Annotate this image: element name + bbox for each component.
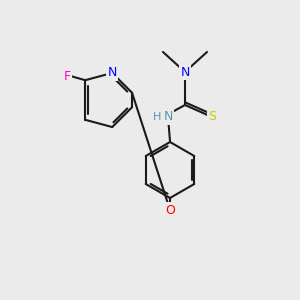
Text: F: F <box>64 70 71 83</box>
Text: O: O <box>165 203 175 217</box>
Text: N: N <box>180 65 190 79</box>
Text: N: N <box>163 110 173 124</box>
Text: S: S <box>208 110 216 124</box>
Text: H: H <box>153 112 161 122</box>
Text: N: N <box>108 67 117 80</box>
